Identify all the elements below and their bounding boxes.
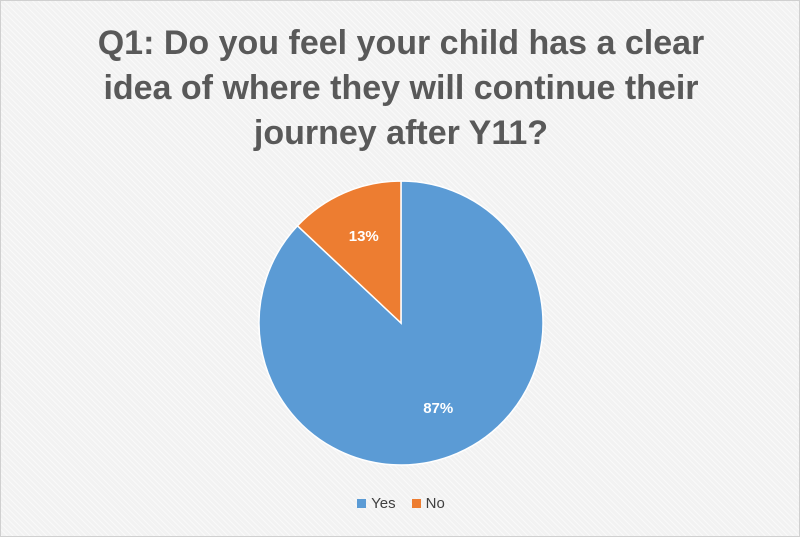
chart-title: Q1: Do you feel your child has a clear i…: [97, 24, 705, 152]
legend-item-yes: Yes: [357, 495, 396, 512]
legend-item-no: No: [411, 495, 445, 512]
legend-label-no: No: [425, 495, 445, 512]
pie-slice-yes: [258, 180, 544, 466]
legend-swatch-yes: [357, 499, 367, 508]
pie-slice-no: [296, 180, 402, 325]
data-label-yes: 87%: [423, 400, 453, 417]
legend-swatch-no: [411, 499, 421, 508]
legend: Yes No: [1, 495, 800, 512]
data-label-no: 13%: [349, 228, 379, 245]
legend-label-yes: Yes: [371, 495, 396, 512]
